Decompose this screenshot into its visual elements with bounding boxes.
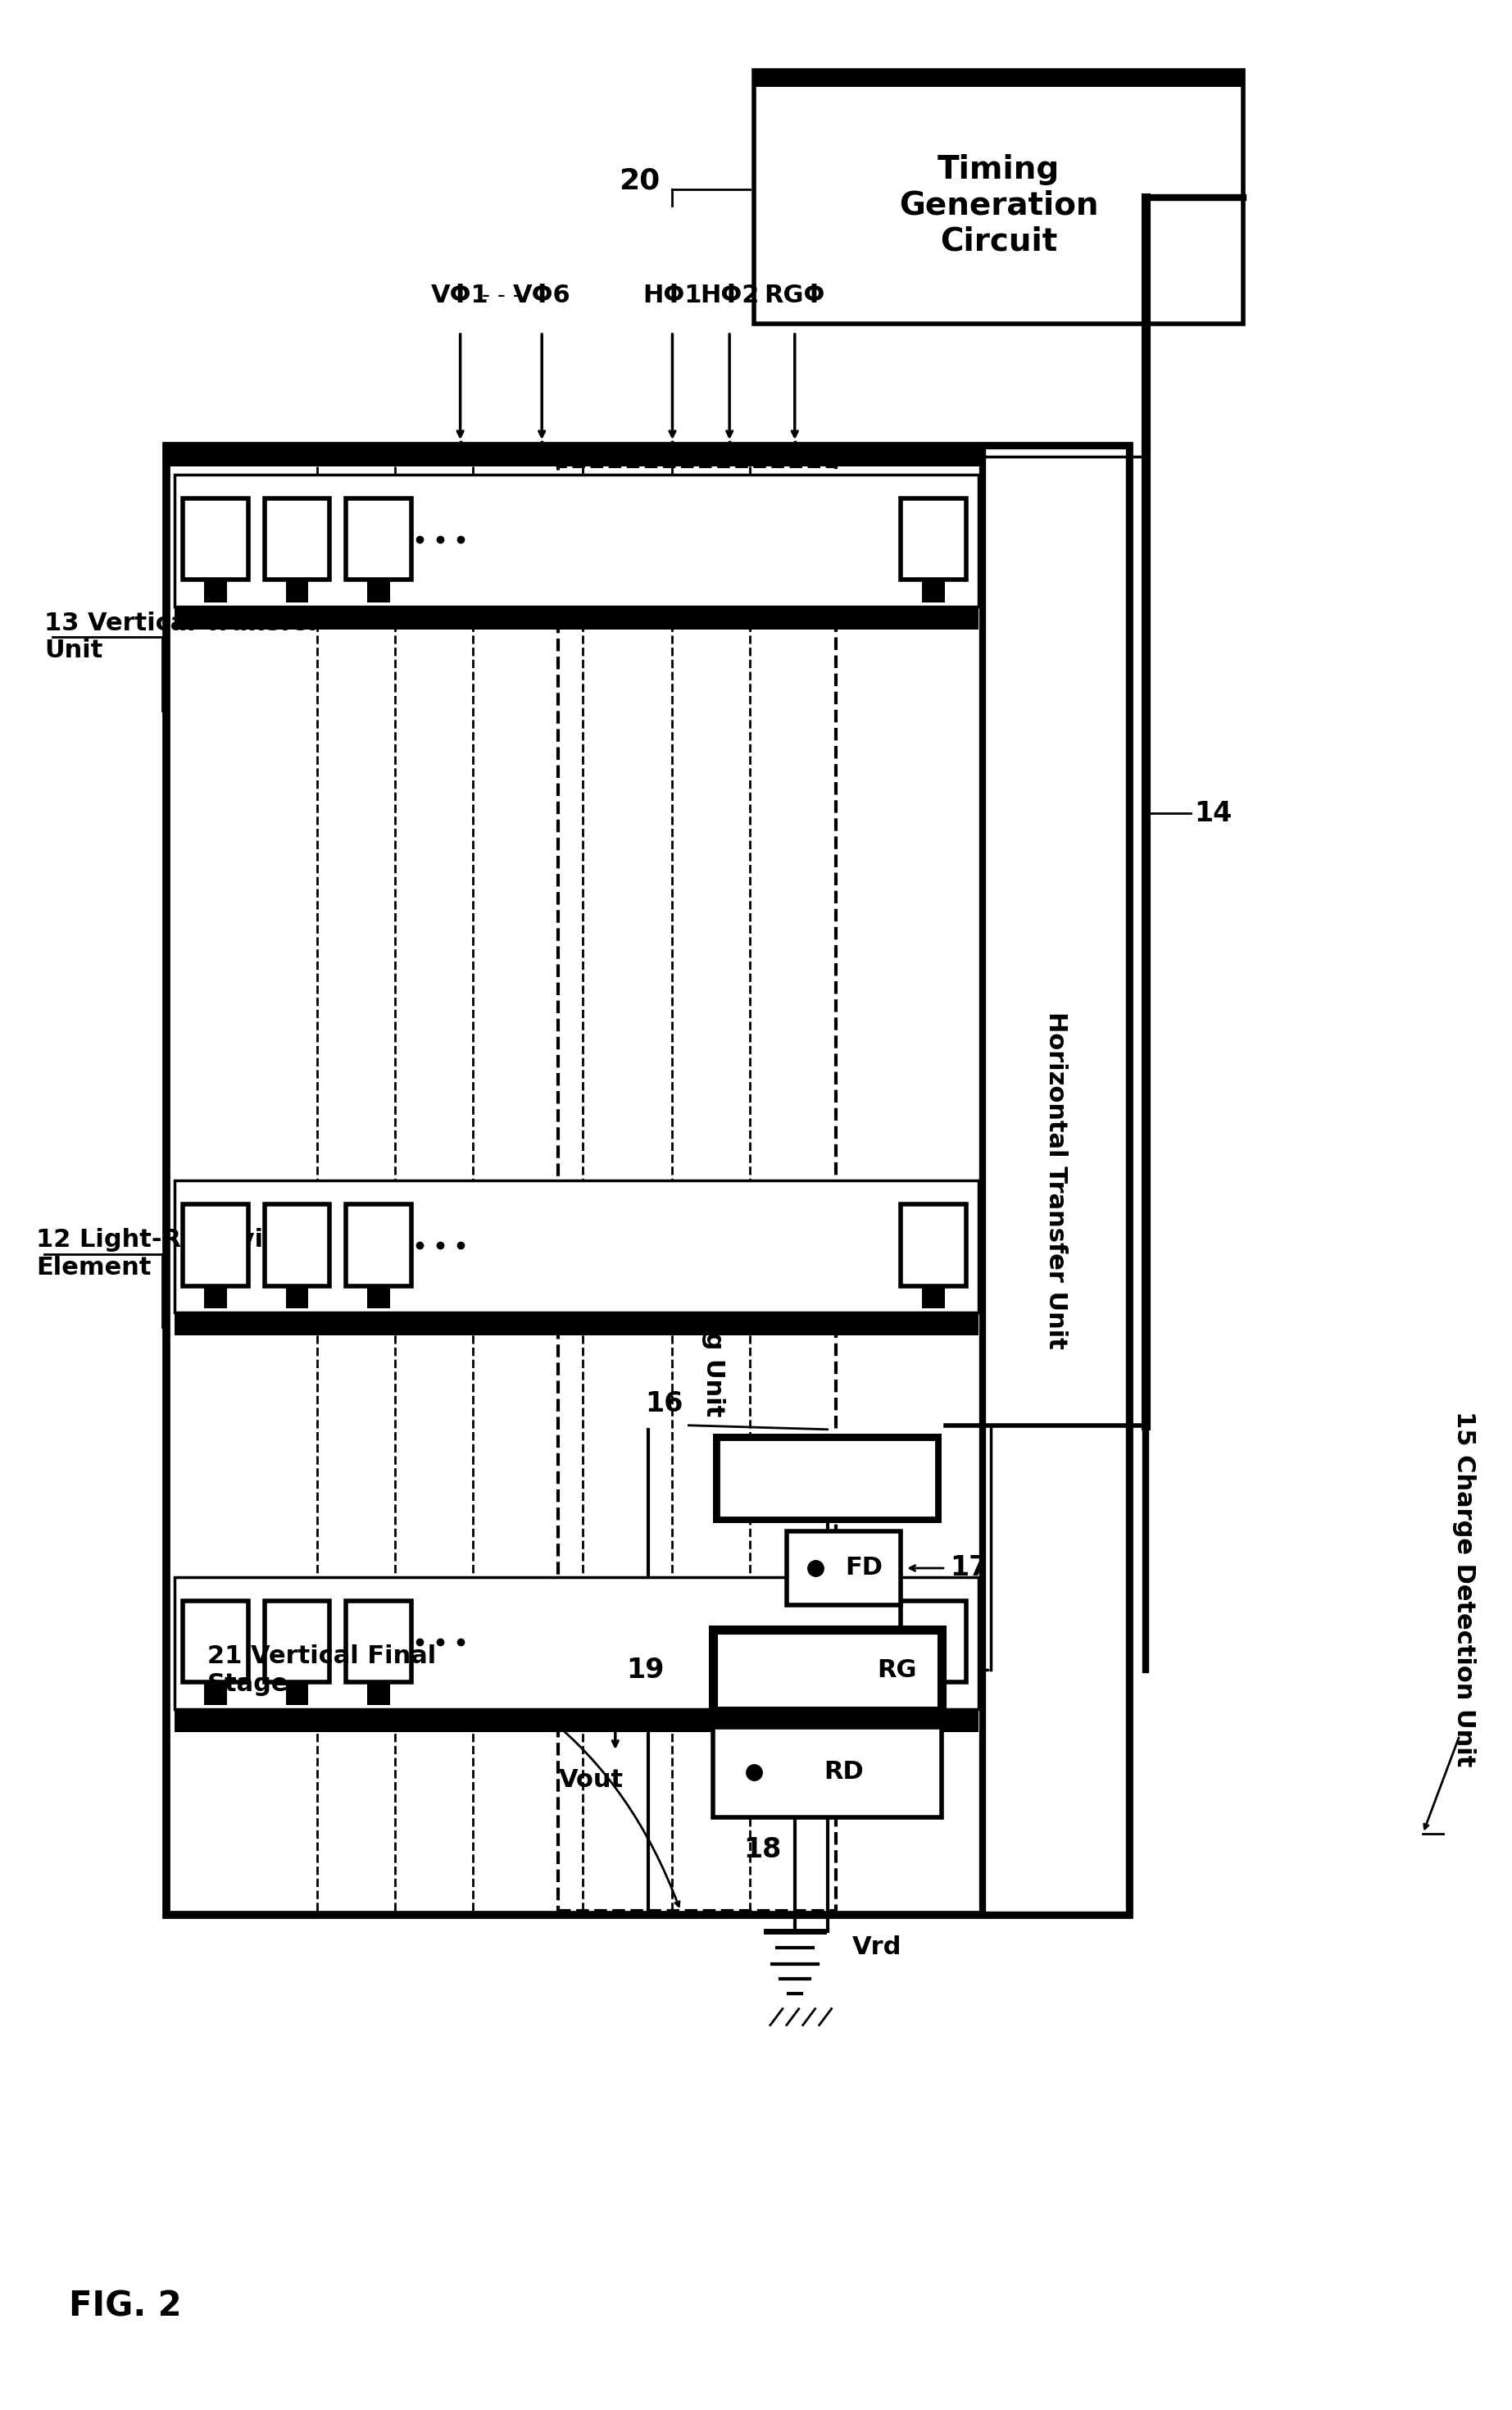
Bar	[754, 70, 1243, 323]
Text: RD: RD	[824, 1759, 863, 1783]
Bar	[286, 1682, 308, 1706]
Bar	[346, 1600, 411, 1682]
Bar	[175, 1181, 978, 1313]
Bar	[367, 1287, 390, 1309]
Bar	[922, 1682, 945, 1706]
Bar	[175, 607, 978, 629]
Text: RGΦ: RGΦ	[764, 284, 826, 308]
Bar	[346, 1205, 411, 1287]
Bar	[983, 446, 1129, 1916]
Text: 18: 18	[742, 1836, 782, 1863]
Bar	[558, 468, 836, 1911]
Bar	[367, 581, 390, 602]
Text: VΦ1: VΦ1	[431, 284, 490, 308]
Bar	[922, 1287, 945, 1309]
Text: 15 Charge Detection Unit: 15 Charge Detection Unit	[1452, 1410, 1476, 1767]
Text: HΦ1: HΦ1	[643, 284, 702, 308]
Text: 11 Imaging Unit: 11 Imaging Unit	[702, 1193, 726, 1417]
Text: VΦ6: VΦ6	[513, 284, 572, 308]
Bar	[204, 1682, 227, 1706]
Bar	[183, 1600, 248, 1682]
Bar	[265, 1600, 330, 1682]
Bar	[204, 1287, 227, 1309]
Bar	[183, 1205, 248, 1287]
Bar	[922, 581, 945, 602]
Bar	[714, 1629, 942, 1711]
Text: 19: 19	[626, 1656, 664, 1685]
Bar	[175, 1576, 978, 1709]
Text: 13 Vertical Transfer
Unit: 13 Vertical Transfer Unit	[44, 612, 321, 663]
Text: Vrd: Vrd	[851, 1935, 901, 1959]
Text: Timing
Generation
Circuit: Timing Generation Circuit	[900, 154, 1099, 258]
Bar	[175, 475, 978, 607]
Bar	[183, 499, 248, 581]
Text: 14: 14	[1194, 800, 1232, 827]
Bar	[714, 1728, 942, 1817]
Bar	[901, 1205, 966, 1287]
Text: RG: RG	[877, 1658, 916, 1682]
Bar	[204, 581, 227, 602]
Bar	[901, 499, 966, 581]
Bar	[754, 70, 1243, 87]
Bar	[718, 1439, 936, 1518]
Text: 17: 17	[950, 1554, 987, 1581]
Bar	[714, 1434, 942, 1523]
Text: 20: 20	[618, 166, 661, 195]
Bar	[786, 1530, 901, 1605]
Text: Horizontal Transfer Unit: Horizontal Transfer Unit	[1043, 1012, 1067, 1350]
Text: 12 Light-Receiving
Element: 12 Light-Receiving Element	[36, 1229, 299, 1280]
Bar	[286, 581, 308, 602]
Text: Vout: Vout	[558, 1769, 623, 1791]
Bar	[265, 1205, 330, 1287]
Text: FD: FD	[845, 1557, 883, 1581]
Bar	[166, 446, 1129, 468]
Text: 16: 16	[646, 1391, 683, 1417]
Bar	[901, 1600, 966, 1682]
Bar	[166, 446, 1129, 1916]
Text: HΦ2: HΦ2	[700, 284, 759, 308]
Text: FIG. 2: FIG. 2	[68, 2290, 181, 2323]
Bar	[175, 1709, 978, 1733]
Text: 21 Vertical Final
Stage: 21 Vertical Final Stage	[207, 1644, 437, 1697]
Bar	[367, 1682, 390, 1706]
Bar	[346, 499, 411, 581]
Bar	[265, 499, 330, 581]
Text: - - -: - - -	[481, 284, 520, 308]
Bar	[286, 1287, 308, 1309]
Bar	[175, 1313, 978, 1335]
